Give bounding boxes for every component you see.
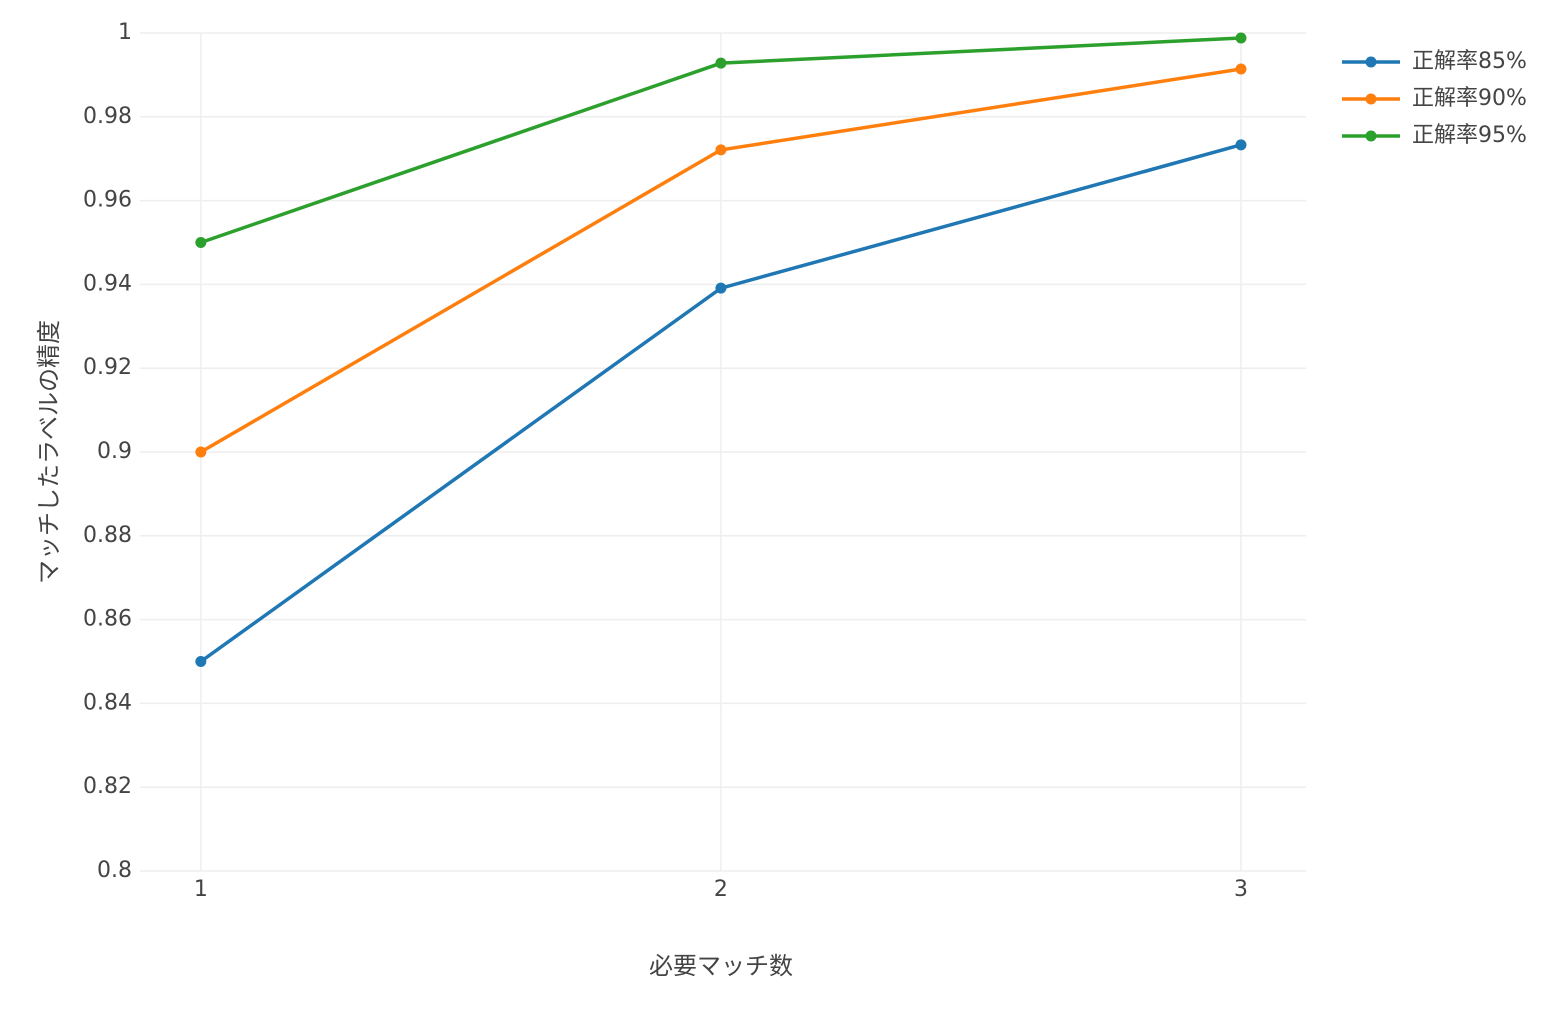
- x-axis-title: 必要マッチ数: [649, 952, 793, 980]
- y-tick-label: 0.94: [83, 271, 132, 296]
- y-tick-label: 1: [118, 20, 132, 45]
- point: [715, 282, 727, 294]
- x-tick-label: 3: [1234, 877, 1248, 902]
- legend-label: 正解率90%: [1412, 86, 1527, 111]
- legend-label: 正解率95%: [1412, 123, 1527, 148]
- y-tick-label: 0.92: [83, 355, 132, 380]
- y-tick-label: 0.98: [83, 104, 132, 129]
- y-tick-label: 0.88: [83, 523, 132, 548]
- y-tick-label: 0.9: [97, 439, 132, 464]
- x-tick-label: 1: [194, 877, 208, 902]
- legend-marker: [1365, 56, 1377, 68]
- legend-marker: [1365, 93, 1377, 105]
- legend-label: 正解率85%: [1412, 49, 1527, 74]
- point: [195, 446, 207, 458]
- point: [195, 237, 207, 248]
- x-tick-label: 2: [714, 877, 728, 902]
- y-axis-title: マッチしたラベルの精度: [35, 320, 63, 584]
- point: [715, 144, 727, 156]
- point: [1235, 32, 1247, 44]
- y-tick-label: 0.96: [83, 188, 132, 213]
- point: [715, 57, 727, 69]
- y-tick-label: 0.82: [83, 774, 132, 799]
- point: [195, 656, 207, 667]
- legend-marker: [1365, 130, 1377, 142]
- point: [1235, 139, 1247, 151]
- point: [1235, 63, 1247, 75]
- y-tick-label: 0.84: [83, 690, 132, 715]
- y-tick-label: 0.86: [83, 607, 132, 632]
- y-tick-label: 0.8: [97, 858, 132, 883]
